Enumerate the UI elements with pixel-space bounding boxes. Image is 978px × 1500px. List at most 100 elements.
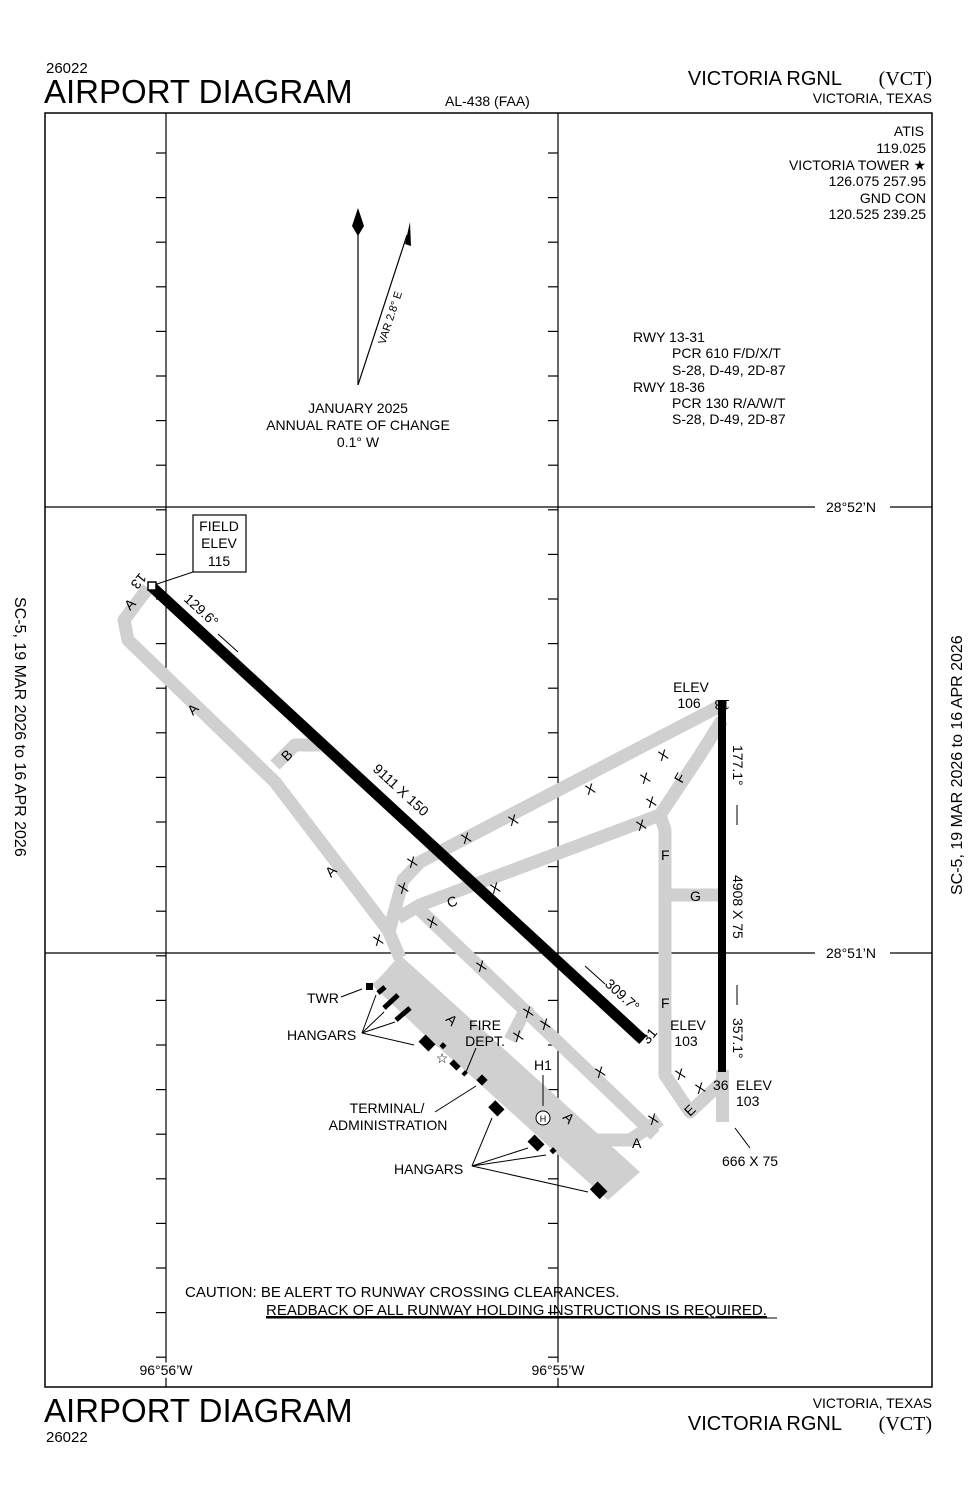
rwy-13-31-label: RWY 13-31 (633, 329, 705, 345)
beacon-star-icon: ☆ (436, 1050, 449, 1066)
lat-north-label: 28°52’N (826, 499, 876, 515)
hold-short-mark: X (638, 769, 653, 787)
taxiway-label-f: F (661, 847, 670, 863)
taxiways (117, 584, 729, 1200)
airport-id: (VCT) (879, 68, 932, 90)
terminal-building (476, 1074, 488, 1086)
airport-name: VICTORIA RGNL (688, 68, 842, 90)
helipad-icon (535, 1110, 551, 1126)
elev-36-label: ELEV (736, 1077, 772, 1093)
airport-location: VICTORIA, TEXAS (813, 90, 932, 106)
lon-west-label: 96°56’W (139, 1362, 193, 1378)
lon-east-label: 96°55’W (531, 1362, 585, 1378)
taxiway-b (270, 738, 320, 770)
taxiway-label-a: A (632, 1135, 642, 1151)
caution-line-2: READBACK OF ALL RUNWAY HOLDING INSTRUCTI… (266, 1302, 767, 1319)
small-building (449, 1059, 461, 1071)
footer-chart-number: 26022 (46, 1429, 88, 1446)
extension-pointer (734, 1127, 751, 1149)
extension-dimensions: 666 X 75 (722, 1153, 778, 1169)
rate-value: 0.1° W (337, 434, 380, 450)
elev-31-value: 103 (674, 1033, 698, 1049)
heading-13-arrow (217, 633, 239, 653)
tower-building (366, 983, 373, 990)
footer-airport-name: VICTORIA RGNL (688, 1413, 842, 1435)
chart-frame (44, 112, 933, 1388)
true-north-arrow-icon (352, 208, 364, 236)
hangar (376, 985, 387, 995)
hangars-label-north: HANGARS (287, 1027, 356, 1043)
magnetic-north-arrow-icon (405, 222, 411, 246)
taxiway-f (653, 812, 727, 1119)
elev-36-value: 103 (736, 1093, 760, 1109)
elev-18-label: ELEV (673, 679, 709, 695)
runway-18-heading: 177.1° (730, 745, 746, 786)
runway-13-31 (147, 581, 647, 1045)
field-elev-pointer (156, 571, 194, 585)
hold-short-mark: X (644, 793, 659, 811)
atis-label: ATIS (894, 123, 924, 139)
field-elev-box (192, 514, 247, 573)
hangar (527, 1134, 545, 1152)
chart-title: AIRPORT DIAGRAM (44, 73, 353, 110)
runway-pcr-block: RWY 13-31 PCR 610 F/D/X/T S-28, D-49, 2D… (633, 329, 786, 427)
runway-18-label: 18 (714, 697, 730, 713)
frequency-block: ATIS 119.025 VICTORIA TOWER ★ 126.075 25… (789, 123, 926, 222)
taxiway-f-diagonal (654, 716, 728, 819)
fire-dept-label-1: FIRE (469, 1017, 501, 1033)
elev-18-value: 106 (677, 695, 701, 711)
left-effective-dates: SC-5, 19 MAR 2026 to 16 APR 2026 (11, 597, 28, 857)
grid-ticks (156, 152, 558, 1358)
field-elev-value: 115 (208, 553, 231, 569)
variation-date: JANUARY 2025 (308, 400, 408, 416)
elev-31-label: ELEV (670, 1017, 706, 1033)
variation-label: VAR 2.8° E (376, 290, 405, 346)
tower-label: VICTORIA TOWER ★ (789, 157, 926, 173)
runway-36-label: 36 (713, 1077, 729, 1093)
footer-airport-id: (VCT) (879, 1413, 932, 1435)
footer-location: VICTORIA, TEXAS (813, 1395, 932, 1411)
lat-lon-grid (45, 113, 932, 1387)
buildings: ☆ H (366, 983, 608, 1200)
hangar (589, 1181, 608, 1200)
hold-short-mark: X (656, 746, 671, 764)
rwy-18-36-pcr: PCR 130 R/A/W/T (672, 395, 786, 411)
hangar (394, 1006, 412, 1022)
apron (372, 955, 640, 1200)
label-pointers (340, 988, 589, 1193)
hold-short-mark: X (583, 780, 598, 798)
tower-frequency: 126.075 257.95 (829, 173, 927, 189)
ground-label: GND CON (860, 190, 926, 206)
h1-label: H1 (534, 1057, 552, 1073)
field-elev-label-2: ELEV (201, 535, 237, 551)
twr-label: TWR (307, 990, 339, 1006)
field-elev-point (147, 581, 157, 591)
heading-31-arrow (584, 965, 606, 985)
rwy-18-36-label: RWY 18-36 (633, 379, 705, 395)
field-elev-label-1: FIELD (199, 518, 239, 534)
terminal-label-2: ADMINISTRATION (329, 1117, 448, 1133)
runway-18-36-dimensions: 4908 X 75 (730, 875, 746, 939)
terminal-label-1: TERMINAL/ (350, 1100, 425, 1116)
hangars-label-south: HANGARS (394, 1161, 463, 1177)
footer-title: AIRPORT DIAGRAM (44, 1392, 353, 1429)
small-building (439, 1042, 447, 1050)
rwy-18-36-weights: S-28, D-49, 2D-87 (672, 411, 786, 427)
hangar (549, 1147, 557, 1155)
rate-label: ANNUAL RATE OF CHANGE (266, 417, 450, 433)
hangar (382, 993, 400, 1010)
fire-dept-label-2: DEPT. (465, 1033, 505, 1049)
right-effective-dates: SC-5, 19 MAR 2026 to 16 APR 2026 (949, 635, 966, 895)
procedure-id: AL-438 (FAA) (445, 93, 530, 109)
hold-short-mark: X (693, 1079, 708, 1097)
atis-frequency: 119.025 (876, 140, 926, 156)
rwy-13-31-weights: S-28, D-49, 2D-87 (672, 362, 786, 378)
hangar (488, 1100, 505, 1117)
rwy-13-31-pcr: PCR 610 F/D/X/T (672, 345, 781, 361)
hold-short-mark: X (511, 1027, 526, 1045)
ground-frequency: 120.525 239.25 (829, 206, 927, 222)
hangar (418, 1034, 436, 1052)
taxiway-c (394, 808, 667, 924)
